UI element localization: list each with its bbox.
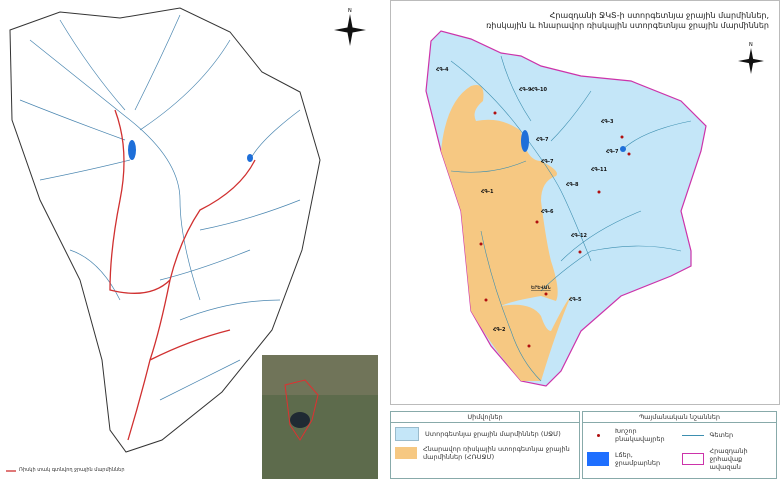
svg-text:ՀԳ-3: ՀԳ-3 xyxy=(601,119,614,125)
compass-icon: N xyxy=(738,42,764,74)
swatch xyxy=(395,427,419,441)
legend-item: Հնարավոր ռիսկային ստորգետնյա ջրային մարմ… xyxy=(395,445,575,461)
svg-text:ՀԳ-11: ՀԳ-11 xyxy=(591,167,607,173)
svg-text:ՀԳ-2: ՀԳ-2 xyxy=(493,327,506,333)
legend-symbols-panel: Պայմանական նշաններ Խոշոր բնակավայրեր Գետ… xyxy=(582,411,777,479)
lake xyxy=(128,140,136,160)
svg-text:ՀԳ-7: ՀԳ-7 xyxy=(541,159,554,165)
legend-item: Հրազդանի ջրհավաք ավազան xyxy=(681,447,773,471)
compass-icon: N xyxy=(334,8,366,46)
svg-text:ՀԳ-5: ՀԳ-5 xyxy=(569,297,582,303)
svg-text:ՀԳ-6: ՀԳ-6 xyxy=(541,209,554,215)
svg-text:ՀԳ-8: ՀԳ-8 xyxy=(566,182,579,188)
svg-text:ՀԳ-1: ՀԳ-1 xyxy=(481,189,494,195)
svg-text:ՀԳ-9: ՀԳ-9 xyxy=(519,87,532,93)
legend-header: Պայմանական նշաններ xyxy=(583,412,776,423)
groundwater-map: ՀԳ-4 ՀԳ-1 ՀԳ-2 ՀԳ-3 ՀԳ-9 ՀԳ-10 ՀԳ-7 ՀԳ-7… xyxy=(425,30,764,387)
swatch xyxy=(395,447,417,459)
lake-swatch-icon xyxy=(587,452,609,466)
left-map: N Ռիսկի տակ գտնվող ջրային մարմիններ xyxy=(0,0,388,483)
svg-text:ՀԳ-10: ՀԳ-10 xyxy=(531,87,547,93)
right-map: Հրազդանի ՋԿՏ-ի ստորգետնյա ջրային մարմինն… xyxy=(390,0,780,405)
svg-text:ՀԳ-4: ՀԳ-4 xyxy=(436,67,449,73)
left-legend-label: Ռիսկի տակ գտնվող ջրային մարմիններ xyxy=(19,467,125,473)
rivers xyxy=(19,14,301,401)
svg-text:N: N xyxy=(749,42,753,48)
zone-labels: ՀԳ-4 ՀԳ-1 ՀԳ-2 ՀԳ-3 ՀԳ-9 ՀԳ-10 ՀԳ-7 ՀԳ-7… xyxy=(436,67,619,333)
basin-outline xyxy=(9,7,321,453)
legend-fill-panel: Սիմվոլներ Ստորգետնյա ջրային մարմիններ (Ս… xyxy=(390,411,580,479)
svg-text:ՀԳ-12: ՀԳ-12 xyxy=(571,233,587,239)
rivers xyxy=(450,55,692,382)
lake xyxy=(521,130,529,152)
inset-basin-outline xyxy=(284,379,319,441)
legend-item: Լճեր, ջրամբարներ xyxy=(587,447,678,471)
svg-text:N: N xyxy=(348,8,352,14)
red-dot-icon xyxy=(587,429,609,441)
svg-text:ՀԳ-7: ՀԳ-7 xyxy=(536,137,549,143)
legend-item: Խոշոր բնակավայրեր xyxy=(587,427,678,443)
lake xyxy=(620,146,626,152)
lake xyxy=(247,154,253,162)
basin-border-icon xyxy=(681,453,704,465)
legend-header: Սիմվոլներ xyxy=(391,412,579,423)
map-title: Հրազդանի ՋԿՏ-ի ստորգետնյա ջրային մարմինն… xyxy=(486,11,769,30)
river-network-map: N xyxy=(6,7,378,479)
legend-item: Գետեր xyxy=(681,427,773,443)
river-line-icon xyxy=(681,429,704,441)
legend-item: Ստորգետնյա ջրային մարմիններ (ՍՋՄ) xyxy=(395,427,575,441)
svg-text:ՀԳ-7: ՀԳ-7 xyxy=(606,149,619,155)
capital-label: ԵՐԵՎԱՆ xyxy=(531,285,551,291)
risk-groundwater-area xyxy=(441,85,571,381)
city-markers xyxy=(479,111,631,348)
risk-river xyxy=(109,109,256,441)
